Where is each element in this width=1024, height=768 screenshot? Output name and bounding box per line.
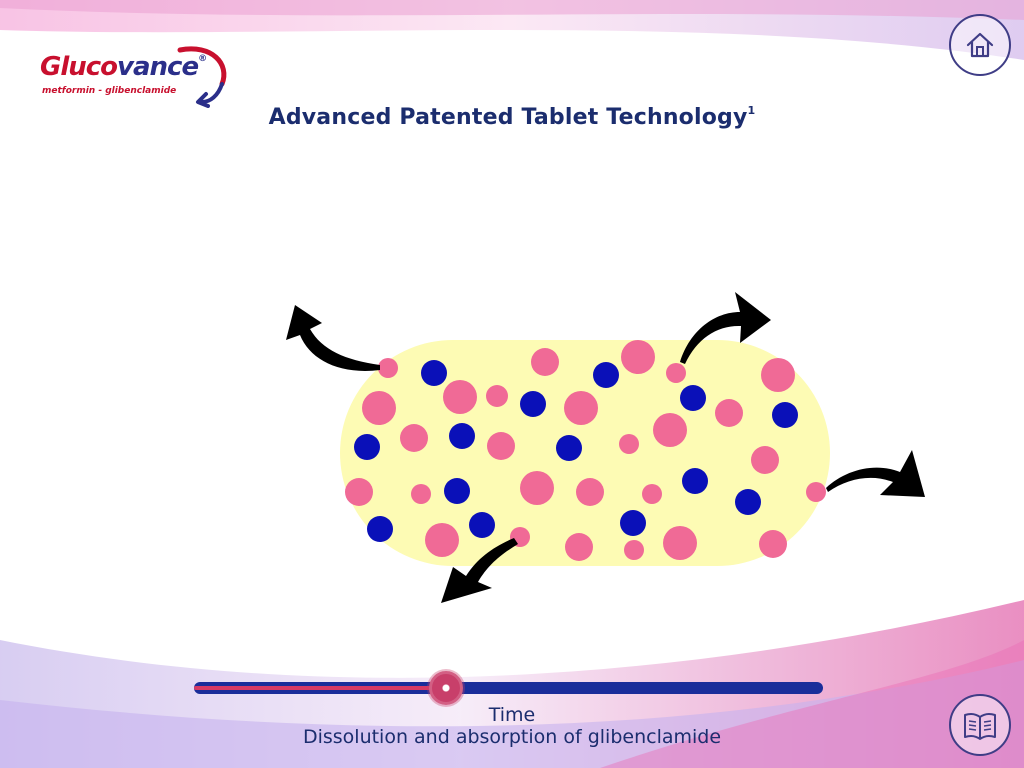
glibenclamide-particle (421, 360, 447, 386)
metformin-particle (806, 482, 826, 502)
metformin-particle (761, 358, 795, 392)
metformin-particle (751, 446, 779, 474)
metformin-particle (520, 471, 554, 505)
glibenclamide-particle (354, 434, 380, 460)
metformin-particle (619, 434, 639, 454)
home-button[interactable] (949, 14, 1011, 76)
glibenclamide-particle (680, 385, 706, 411)
metformin-particle (362, 391, 396, 425)
arrow-top-right (680, 292, 771, 364)
metformin-particle (487, 432, 515, 460)
metformin-particle (759, 530, 787, 558)
glibenclamide-particle (682, 468, 708, 494)
time-slider-track[interactable] (194, 682, 823, 694)
slider-caption: Dissolution and absorption of glibenclam… (302, 726, 722, 748)
glibenclamide-particle (556, 435, 582, 461)
metformin-particle (345, 478, 373, 506)
metformin-particle (531, 348, 559, 376)
glibenclamide-particle (620, 510, 646, 536)
glibenclamide-particle (735, 489, 761, 515)
time-slider-fill (194, 686, 446, 690)
metformin-particle (666, 363, 686, 383)
glibenclamide-particle (520, 391, 546, 417)
metformin-particle (663, 526, 697, 560)
home-icon (966, 32, 994, 58)
open-book-icon (964, 712, 996, 740)
slider-label: Time (488, 704, 536, 726)
metformin-particle (565, 533, 593, 561)
arrow-bottom (441, 538, 518, 603)
page-title: Advanced Patented Tablet Technology1 (268, 104, 756, 130)
metformin-particle (378, 358, 398, 378)
glibenclamide-particle (367, 516, 393, 542)
metformin-particle (576, 478, 604, 506)
metformin-particle (564, 391, 598, 425)
glibenclamide-particle (593, 362, 619, 388)
metformin-particle (715, 399, 743, 427)
brand-logo: Glucovance® metformin - glibenclamide (38, 44, 238, 108)
glibenclamide-particle (772, 402, 798, 428)
release-arrows (286, 292, 925, 603)
references-button[interactable] (949, 694, 1011, 756)
glibenclamide-particle (469, 512, 495, 538)
brand-subtitle: metformin - glibenclamide (42, 86, 177, 96)
glibenclamide-particle (444, 478, 470, 504)
time-slider-thumb[interactable] (429, 671, 463, 705)
metformin-particle (425, 523, 459, 557)
glibenclamide-particle (449, 423, 475, 449)
metformin-particle (400, 424, 428, 452)
metformin-particle (621, 340, 655, 374)
metformin-particle (411, 484, 431, 504)
brand-swoosh-icon (177, 46, 227, 108)
metformin-particle (486, 385, 508, 407)
brand-wordmark: Glucovance® (40, 52, 207, 82)
metformin-particle (624, 540, 644, 560)
arrow-top-left (286, 305, 380, 371)
metformin-particle (443, 380, 477, 414)
arrow-right (826, 450, 925, 497)
metformin-particle (642, 484, 662, 504)
particles (345, 340, 826, 561)
metformin-particle (653, 413, 687, 447)
